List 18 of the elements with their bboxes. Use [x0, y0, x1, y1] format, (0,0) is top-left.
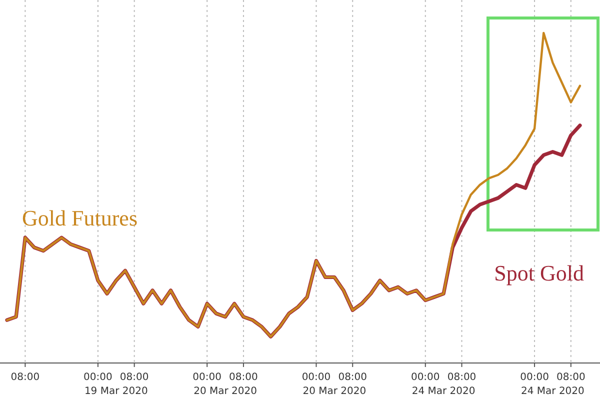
- x-tick-label: 00:00: [192, 372, 222, 383]
- series-label: Spot Gold: [494, 260, 584, 286]
- text: 24 Mar 2020: [412, 386, 476, 397]
- x-tick-label: 00:00: [302, 372, 331, 383]
- x-tick-label: 00:00: [520, 372, 549, 383]
- series-label: Gold Futures: [22, 206, 138, 231]
- text: 20 Mar 2020: [194, 386, 257, 397]
- x-tick-label: 08:00: [338, 372, 368, 383]
- x-tick-label: 00:00: [410, 372, 440, 383]
- x-tick-label: 08:00: [556, 372, 586, 383]
- x-tick-label: 08:00: [229, 372, 258, 383]
- x-tick-label: 08:00: [120, 372, 149, 383]
- text: 20 Mar 2020: [302, 386, 366, 397]
- x-tick-label: 00:00: [84, 372, 112, 383]
- text: 19 Mar 2020: [84, 386, 148, 397]
- text: 24 Mar 2020: [521, 386, 584, 397]
- x-tick-label: 08:00: [447, 372, 476, 383]
- x-tick-label: 08:00: [10, 372, 40, 383]
